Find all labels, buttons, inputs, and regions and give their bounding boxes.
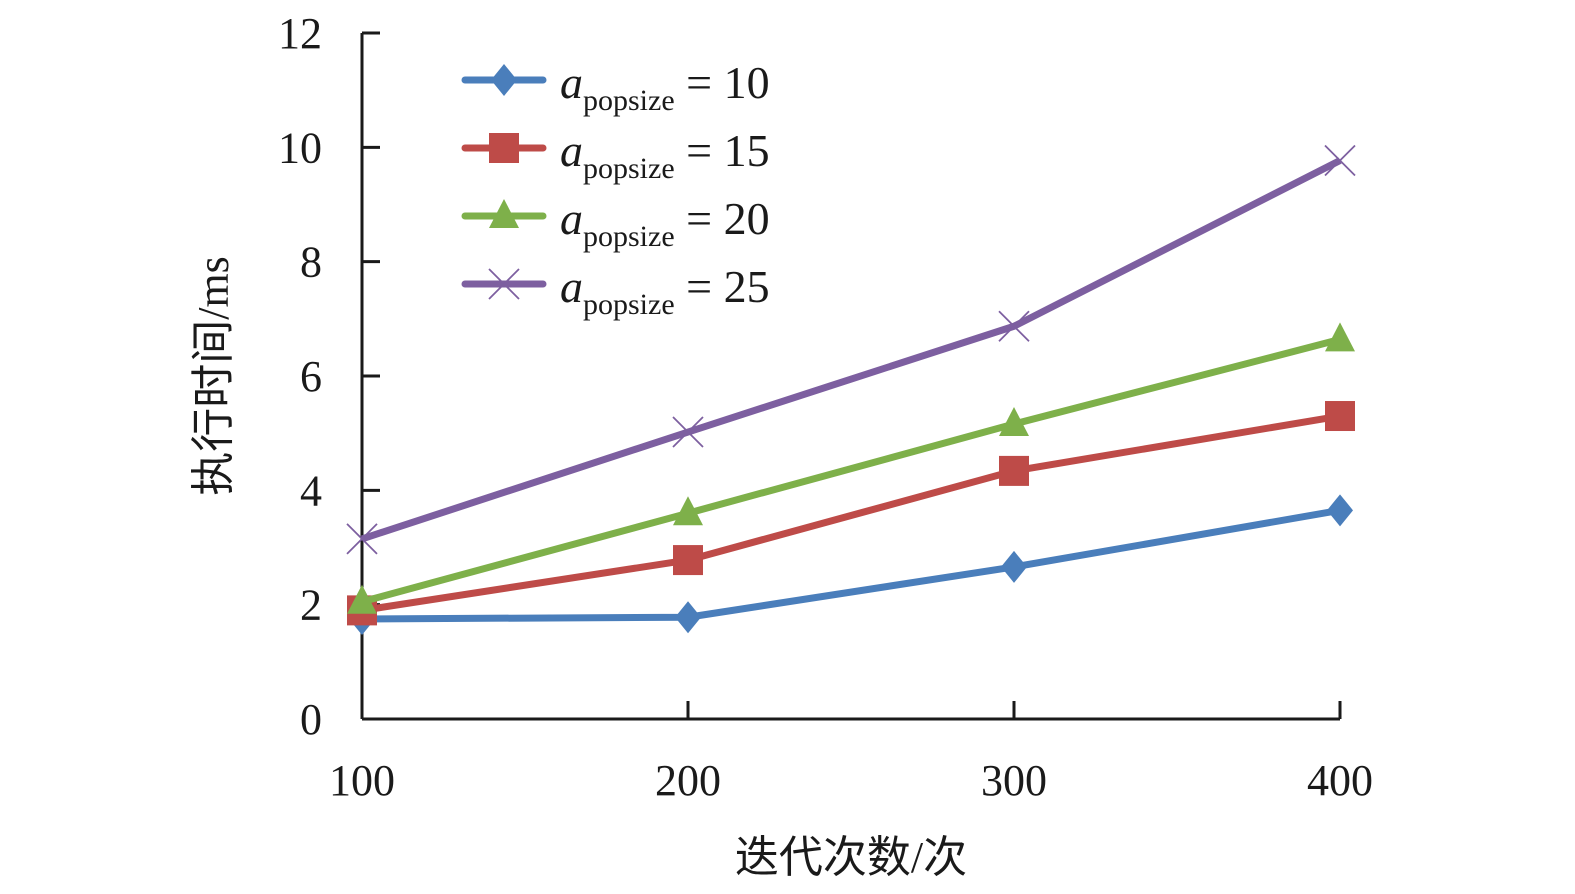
x-tick-label: 100	[329, 756, 395, 805]
series-line	[360, 157, 1342, 543]
legend-item: apopsize = 15	[461, 125, 770, 185]
data-point-marker	[346, 523, 378, 555]
data-point-marker	[1325, 322, 1355, 352]
data-point-marker	[998, 310, 1030, 342]
legend-label: apopsize = 20	[560, 193, 770, 253]
data-point-marker	[1327, 494, 1353, 527]
legend-item: apopsize = 20	[461, 193, 770, 253]
series-group	[346, 144, 1356, 635]
series-2	[347, 322, 1355, 614]
series-line	[361, 336, 1341, 606]
x-axis-label: 迭代次数/次	[735, 833, 967, 882]
data-point-marker	[673, 496, 703, 526]
legend-item: apopsize = 25	[461, 261, 770, 321]
x-tick-label: 200	[655, 756, 721, 805]
y-tick-label: 0	[300, 695, 322, 744]
y-tick-label: 4	[300, 466, 322, 515]
legend: apopsize = 10 apopsize = 15 apopsize = 20 a…	[461, 57, 770, 321]
y-tick-label: 10	[278, 123, 322, 172]
legend-label: apopsize = 10	[560, 57, 770, 117]
y-tick-label: 12	[278, 9, 322, 58]
y-tick-label: 6	[300, 352, 322, 401]
legend-label: apopsize = 25	[560, 261, 770, 321]
legend-item: apopsize = 10	[461, 57, 770, 117]
y-axis-label: 执行时间/ms	[189, 256, 238, 496]
data-point-marker	[999, 455, 1029, 486]
x-tick-label: 300	[981, 756, 1047, 805]
legend-label: apopsize = 15	[560, 125, 770, 185]
data-point-marker	[672, 416, 704, 448]
data-point-marker	[1325, 401, 1355, 432]
data-point-marker	[675, 601, 701, 634]
axes: 0 2 4 6 8 10 12 100 200 300 400	[278, 9, 1373, 805]
data-point-marker	[1324, 144, 1356, 177]
data-point-marker	[347, 584, 377, 614]
series-line	[361, 506, 1341, 623]
legend-marker	[488, 268, 520, 300]
x-tick-label: 400	[1307, 756, 1373, 805]
y-tick-label: 8	[300, 238, 322, 287]
series-line	[361, 412, 1341, 614]
legend-marker	[489, 199, 519, 228]
data-point-marker	[673, 545, 703, 576]
legend-marker	[489, 133, 519, 163]
data-point-marker	[999, 407, 1029, 437]
legend-marker	[491, 64, 517, 96]
series-3	[346, 144, 1356, 555]
data-point-marker	[1001, 550, 1027, 583]
y-tick-label: 2	[300, 581, 322, 630]
